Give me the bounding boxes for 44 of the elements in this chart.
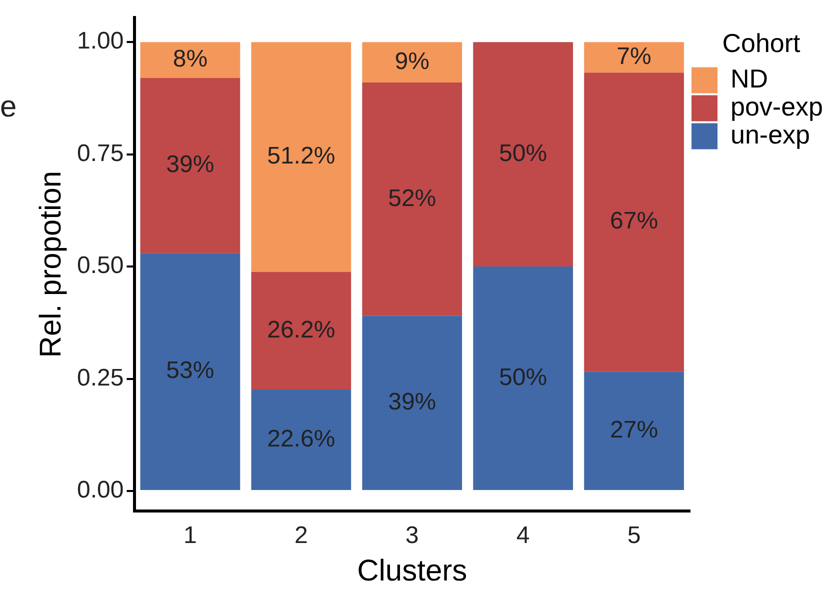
bar: [362, 42, 462, 82]
y-tick-label: 0.75: [76, 140, 124, 167]
y-tick-label: 0.25: [76, 364, 124, 392]
bar: [362, 82, 462, 316]
x-axis-title: Clusters: [357, 554, 468, 588]
bar: [140, 78, 240, 254]
bar: [140, 253, 240, 490]
data-label: 51.2%: [267, 142, 336, 170]
x-tick-label: 3: [405, 522, 419, 550]
data-label: 27%: [610, 416, 658, 444]
bar: [362, 316, 462, 490]
bar: [584, 372, 684, 490]
data-label: 7%: [616, 42, 652, 70]
bar: [251, 42, 352, 272]
y-tick-label: 1.00: [76, 28, 124, 55]
bar: [584, 42, 684, 73]
y-tick-label: 0.00: [76, 476, 124, 504]
data-label: 39%: [388, 388, 436, 416]
bar: [473, 266, 573, 490]
legend-label: ND: [730, 63, 768, 94]
y-axis-title: Rel. propotion: [34, 170, 68, 358]
bar: [251, 272, 352, 390]
bar: [140, 42, 240, 78]
x-tick-label: 5: [627, 522, 641, 550]
data-label: 67%: [610, 208, 658, 235]
y-tick-label: 0.50: [76, 252, 124, 280]
data-label: 26.2%: [267, 316, 336, 344]
data-label: 50%: [499, 364, 548, 391]
bar: [584, 72, 684, 372]
data-label: 8%: [172, 46, 208, 73]
data-label: 22.6%: [267, 425, 336, 452]
data-label: 53%: [166, 357, 214, 384]
legend-label: pov-exp: [730, 91, 823, 122]
data-label: 50%: [499, 140, 548, 167]
data-label: 39%: [166, 151, 214, 178]
text: e: [0, 90, 17, 124]
bar: [251, 390, 352, 490]
x-tick-label: 4: [516, 522, 530, 550]
legend-title: Cohort: [722, 28, 802, 58]
x-tick-label: 1: [184, 522, 197, 550]
data-label: 52%: [388, 184, 436, 212]
bar: [473, 42, 573, 267]
data-label: 9%: [394, 48, 430, 75]
x-tick-label: 2: [294, 522, 308, 550]
